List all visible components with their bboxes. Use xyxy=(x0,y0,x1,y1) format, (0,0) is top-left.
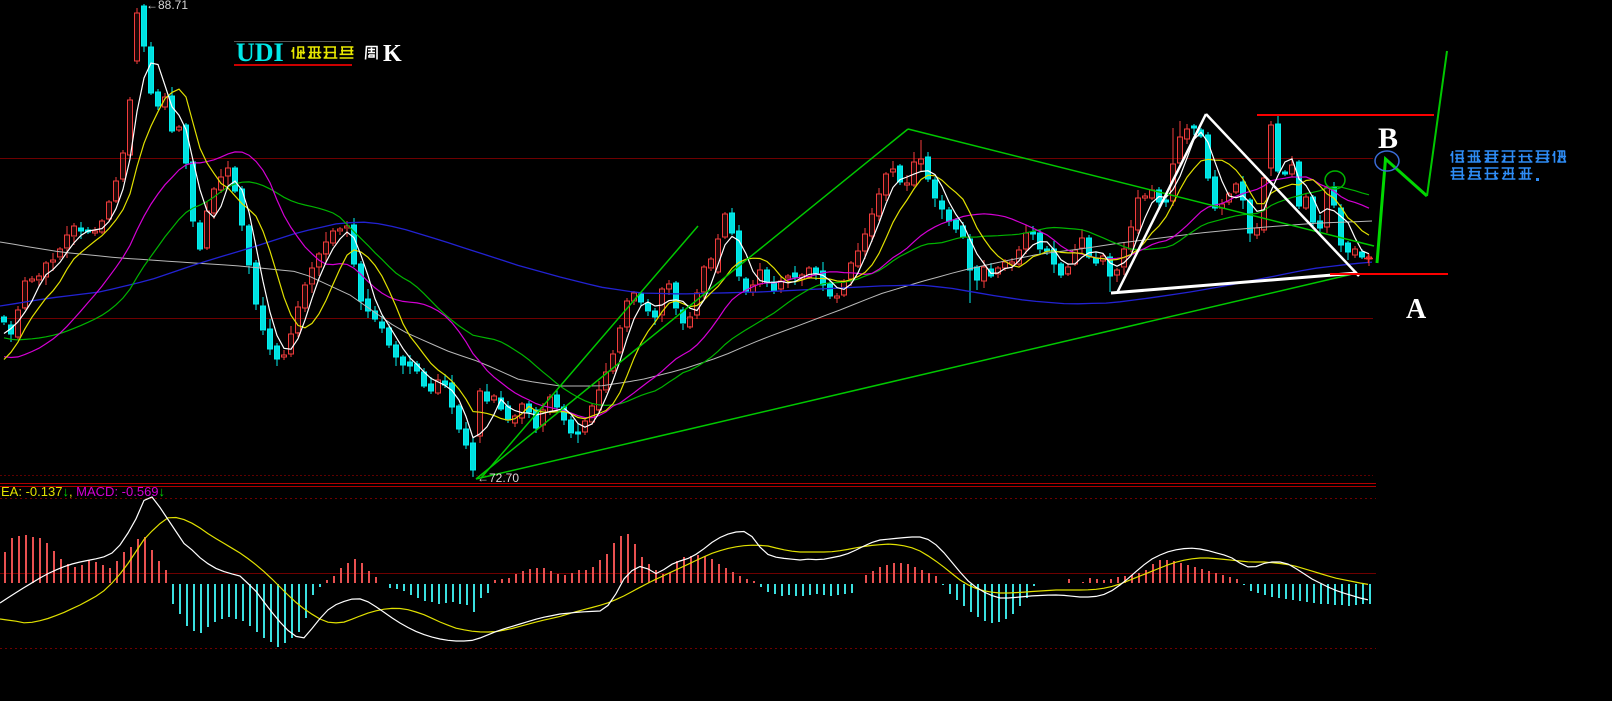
svg-text:←72.70: ←72.70 xyxy=(477,471,519,485)
svg-text:←88.71: ←88.71 xyxy=(146,0,188,12)
svg-text:UDI: UDI xyxy=(236,38,284,67)
svg-text:EA: -0.137↓, MACD: -0.569↓: EA: -0.137↓, MACD: -0.569↓ xyxy=(1,484,165,499)
svg-text:A: A xyxy=(1406,294,1427,325)
svg-text:K: K xyxy=(383,41,402,67)
svg-text:B: B xyxy=(1378,122,1398,155)
